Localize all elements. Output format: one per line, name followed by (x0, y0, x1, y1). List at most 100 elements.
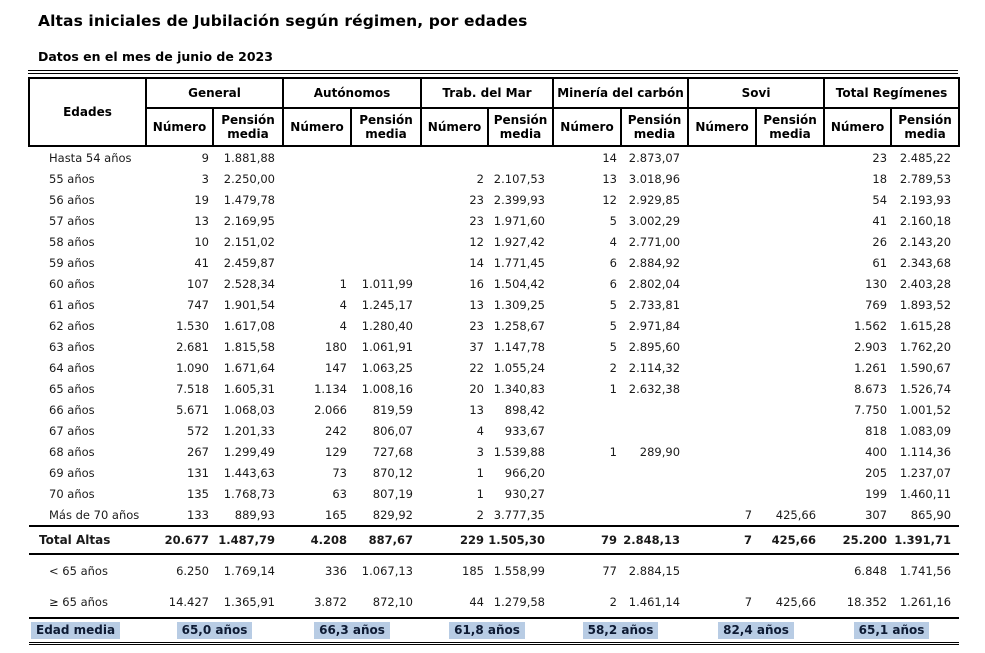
pension-media-cell: 2.459,87 (223, 255, 275, 270)
numero-cell (688, 231, 756, 252)
col-group-general: General (145, 77, 284, 109)
numero-cell: 22 (469, 360, 484, 375)
pension-media-cell (756, 420, 824, 441)
numero-cell: 4 (339, 297, 347, 312)
pension-media-cell: 3.777,35 (493, 507, 545, 522)
pension-media-cell (756, 441, 824, 462)
numero-cell (553, 399, 621, 420)
edad-media-value: 82,4 años (718, 622, 794, 639)
pension-media-cell (756, 273, 824, 294)
numero-cell: 1.562 (854, 318, 888, 333)
row-label: 59 años (49, 255, 95, 270)
numero-cell: 25.200 (824, 525, 892, 555)
pension-media-cell: 806,07 (372, 423, 413, 438)
col-group-total-regimenes: Total Regímenes (823, 77, 961, 109)
age-row: 70 años 135 1.768,73 63 807,19 1 930,27 199 1.46… (29, 483, 959, 504)
numero-cell: 13 (602, 171, 617, 186)
numero-cell (688, 357, 756, 378)
numero-cell: 12 (469, 234, 484, 249)
col-group-trab-del-mar: Trab. del Mar (420, 77, 554, 109)
numero-cell: 4 (476, 423, 484, 438)
numero-cell: 13 (194, 213, 209, 228)
age-row: 69 años 131 1.443,63 73 870,12 1 966,20 205 1.23… (29, 462, 959, 483)
pension-media-cell (756, 554, 824, 586)
numero-cell (688, 273, 756, 294)
pension-media-cell: 1.245,17 (361, 297, 413, 312)
numero-cell: 3 (476, 444, 484, 459)
pension-media-cell: 1.061,91 (361, 339, 413, 354)
pension-media-cell (621, 504, 688, 526)
pension-media-cell: 872,10 (351, 586, 421, 619)
numero-cell: 6 (609, 276, 617, 291)
row-label: 58 años (49, 234, 95, 249)
numero-cell (283, 252, 351, 273)
pension-media-cell: 1.365,91 (213, 586, 283, 619)
age-row: 68 años 267 1.299,49 129 727,68 3 1.539,88 1 289… (29, 441, 959, 462)
row-label: 64 años (49, 360, 95, 375)
numero-cell: 135 (187, 486, 209, 501)
numero-cell: 1 (476, 465, 484, 480)
pension-media-cell: 1.881,88 (223, 150, 275, 165)
pension-media-cell (621, 462, 688, 483)
pension-media-cell: 2.160,18 (899, 213, 952, 228)
pension-media-cell: 1.526,74 (899, 381, 952, 396)
numero-cell: 5.671 (176, 402, 209, 417)
pension-media-cell (621, 399, 688, 420)
numero-cell: 2 (609, 360, 617, 375)
age-row: 63 años 2.681 1.815,58 180 1.061,91 37 1.147,7… (29, 336, 959, 357)
pension-media-cell: 898,42 (504, 402, 545, 417)
pension-media-cell (756, 336, 824, 357)
pension-media-cell: 2.114,32 (628, 360, 681, 375)
col-header-edades: Edades (28, 77, 147, 147)
numero-cell: 3.872 (283, 586, 351, 619)
pension-media-cell: 1.927,42 (493, 234, 545, 249)
numero-cell (553, 420, 621, 441)
row-label: Más de 70 años (49, 507, 140, 522)
numero-cell: 77 (602, 563, 617, 578)
col-header-numero: Número (552, 107, 622, 147)
pension-media-cell: 2.873,07 (628, 150, 681, 165)
table-top-rule (28, 70, 958, 74)
pension-media-cell: 2.789,53 (899, 171, 952, 186)
pension-media-cell: 425,66 (775, 507, 817, 522)
pension-media-cell: 2.169,95 (223, 213, 275, 228)
pension-media-cell: 1.558,99 (493, 563, 545, 578)
numero-cell: 1.261 (854, 360, 888, 375)
numero-cell: 20 (469, 381, 484, 396)
row-label: 62 años (49, 318, 95, 333)
pension-media-cell: 425,66 (756, 586, 825, 619)
pension-media-cell: 865,90 (910, 507, 952, 522)
pension-media-cell: 1.971,60 (493, 213, 545, 228)
numero-cell: 14 (602, 150, 617, 165)
age-row: 65 años 7.518 1.605,31 1.134 1.008,16 20 1.340… (29, 378, 959, 399)
numero-cell: 147 (325, 360, 347, 375)
numero-cell (688, 378, 756, 399)
col-header-numero: Número (687, 107, 758, 147)
numero-cell: 16 (469, 276, 484, 291)
numero-cell: 7.518 (176, 381, 209, 396)
age-row: Hasta 54 años 9 1.881,88 14 2.873,07 23 2.485,… (29, 146, 959, 168)
numero-cell: 63 (332, 486, 347, 501)
pension-media-cell: 1.083,09 (899, 423, 952, 438)
numero-cell: 6.848 (854, 563, 888, 578)
edad-media-row: Edad media 65,0 años 66,3 años 61,8 años 58,… (29, 618, 960, 645)
pension-media-cell: 2.107,53 (493, 171, 545, 186)
pension-media-cell: 1.762,20 (899, 339, 952, 354)
numero-cell: 4 (609, 234, 617, 249)
col-header-numero: Número (823, 107, 893, 147)
edad-media-value: 65,0 años (176, 622, 253, 639)
numero-cell: 13 (469, 297, 484, 312)
pension-media-cell: 1.505,30 (488, 525, 553, 555)
row-label: 57 años (49, 213, 95, 228)
table-header: Edades General Autónomos Trab. del Mar M… (28, 77, 961, 147)
numero-cell: 336 (325, 563, 347, 578)
pension-media-cell (756, 399, 824, 420)
pension-media-cell (351, 210, 421, 231)
numero-cell: 2.903 (854, 339, 888, 354)
pension-media-cell: 727,68 (372, 444, 413, 459)
pension-media-cell: 1.391,71 (891, 525, 960, 555)
pension-media-cell: 1.309,25 (493, 297, 545, 312)
pension-media-cell: 425,66 (756, 525, 825, 555)
numero-cell: 133 (187, 507, 209, 522)
pension-media-cell: 1.201,33 (223, 423, 275, 438)
